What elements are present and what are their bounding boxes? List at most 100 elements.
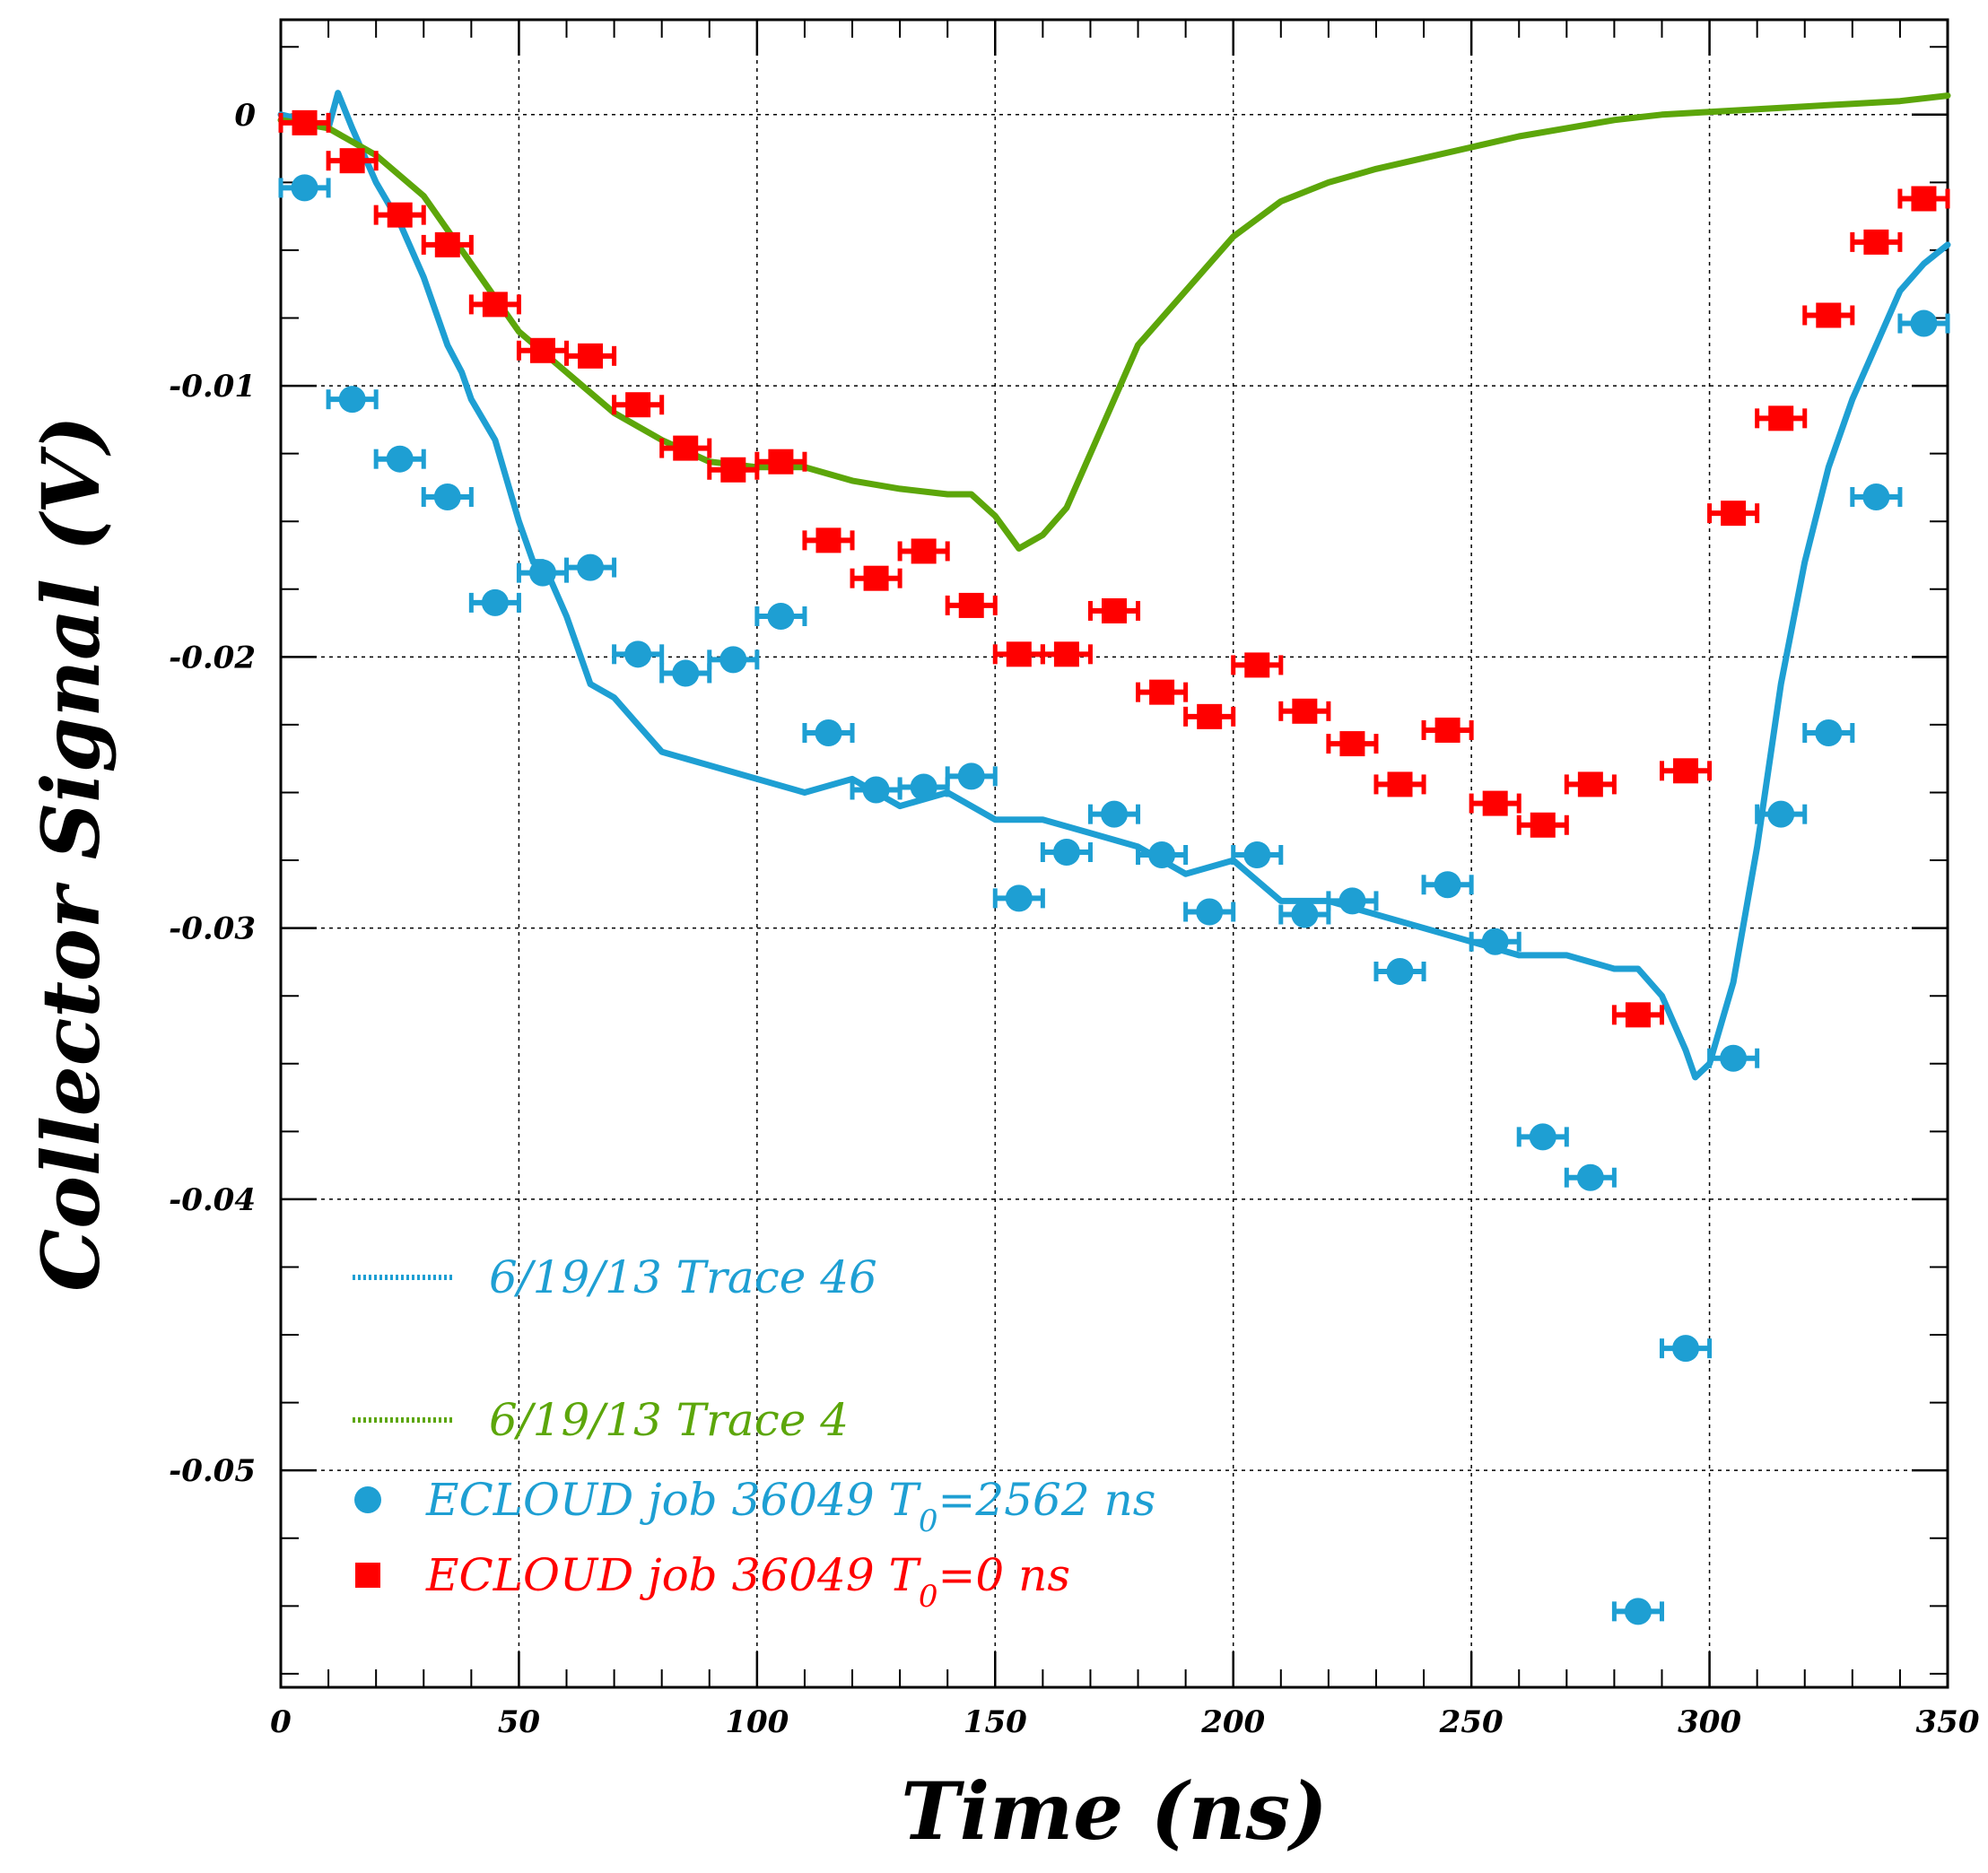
data-point: [1183, 898, 1236, 926]
series-0: [277, 90, 1951, 1081]
square-marker: [958, 592, 984, 618]
data-point: [1564, 771, 1617, 797]
circle-marker: [1148, 841, 1176, 869]
tick-labels: 0 50 100 150 200 250 300 350 0 -0.01 -0.02 -0.03 -0.…: [169, 98, 1980, 1740]
circle-marker: [1291, 901, 1319, 928]
square-marker: [1530, 812, 1556, 838]
data-point: [612, 392, 665, 418]
circle-marker: [719, 646, 747, 674]
data-point: [1611, 1002, 1664, 1028]
legend-label: ECLOUD job 36049 T0=2562 ns: [425, 1474, 1155, 1539]
data-point: [1897, 186, 1950, 212]
square-marker: [1434, 717, 1460, 743]
square-marker: [720, 457, 746, 483]
legend-circle-symbol: [354, 1486, 381, 1513]
y-tick-label: -0.01: [169, 369, 256, 405]
legend-label: 6/19/13 Trace 4: [489, 1394, 849, 1446]
square-marker: [482, 292, 508, 318]
square-marker: [673, 435, 699, 461]
square-marker: [1625, 1002, 1651, 1028]
circle-marker: [481, 588, 509, 616]
y-tick-label: -0.02: [169, 640, 256, 675]
data-point: [1802, 302, 1855, 328]
square-marker: [1768, 405, 1794, 431]
data-point: [1516, 1123, 1569, 1151]
circle-marker: [1338, 887, 1366, 915]
x-tick-label: 350: [1916, 1704, 1980, 1740]
data-point: [1707, 501, 1760, 527]
data-point: [1421, 717, 1474, 743]
square-marker: [1577, 771, 1603, 797]
circle-marker: [910, 773, 937, 801]
circle-marker: [528, 559, 556, 587]
y-tick-label: -0.04: [169, 1182, 256, 1218]
x-tick-label: 200: [1200, 1704, 1265, 1740]
square-marker: [1816, 302, 1842, 328]
circle-marker: [1481, 928, 1509, 955]
circle-marker: [338, 386, 366, 414]
series-layer: [277, 90, 1951, 1625]
data-point: [945, 592, 998, 618]
data-point: [1326, 731, 1379, 757]
square-marker: [1863, 229, 1889, 255]
legend: 6/19/13 Trace 46 6/19/13 Trace 4 ECLOUD jo…: [353, 1251, 1155, 1615]
data-point: [1755, 405, 1808, 431]
data-point: [1707, 1044, 1760, 1072]
legend-label: ECLOUD job 36049 T0=0 ns: [425, 1549, 1070, 1615]
data-point: [1659, 758, 1713, 784]
circle-marker: [1576, 1163, 1604, 1191]
square-marker: [625, 392, 651, 418]
data-point: [1850, 483, 1903, 511]
series-3: [278, 109, 1950, 1028]
data-point: [1659, 1335, 1713, 1363]
data-point: [278, 109, 331, 135]
square-marker: [387, 202, 413, 228]
data-point: [1469, 928, 1522, 955]
data-point: [468, 292, 521, 318]
y-tick-label: -0.03: [169, 911, 256, 947]
data-point: [1183, 703, 1236, 729]
y-tick-label: -0.05: [169, 1453, 256, 1489]
x-tick-label: 250: [1439, 1704, 1504, 1740]
square-marker: [863, 565, 889, 591]
data-point: [516, 337, 570, 363]
data-point: [421, 231, 474, 257]
data-point: [421, 483, 474, 511]
square-marker: [1673, 758, 1699, 784]
x-tick-label: 300: [1678, 1704, 1741, 1740]
data-point: [564, 553, 617, 581]
square-marker: [1053, 641, 1079, 667]
square-marker: [1102, 597, 1127, 623]
circle-marker: [815, 719, 842, 746]
data-point: [1755, 800, 1808, 828]
data-point: [1231, 841, 1284, 869]
data-point: [564, 343, 617, 369]
circle-marker: [1815, 719, 1843, 746]
data-point: [1802, 719, 1855, 746]
data-point: [754, 449, 807, 475]
series-1: [277, 92, 1951, 552]
square-marker: [1339, 731, 1365, 757]
square-marker: [1149, 679, 1175, 705]
data-point: [1040, 641, 1093, 667]
circle-marker: [386, 445, 414, 473]
grid-lines: [281, 20, 1948, 1687]
circle-marker: [1720, 1044, 1748, 1072]
x-tick-label: 150: [963, 1704, 1027, 1740]
square-marker: [1197, 703, 1223, 729]
data-point: [1278, 901, 1331, 928]
x-tick-label: 100: [725, 1704, 789, 1740]
circle-marker: [1624, 1598, 1652, 1625]
circle-marker: [957, 762, 985, 790]
circle-marker: [624, 640, 652, 668]
data-point: [897, 538, 950, 564]
circle-marker: [1672, 1335, 1700, 1363]
square-marker: [1244, 652, 1270, 678]
legend-item: ECLOUD job 36049 T0=0 ns: [355, 1549, 1070, 1615]
data-point: [373, 202, 426, 228]
square-marker: [1387, 771, 1413, 797]
data-point: [802, 719, 855, 746]
series-line: [277, 90, 1951, 1081]
square-marker: [1721, 501, 1747, 527]
